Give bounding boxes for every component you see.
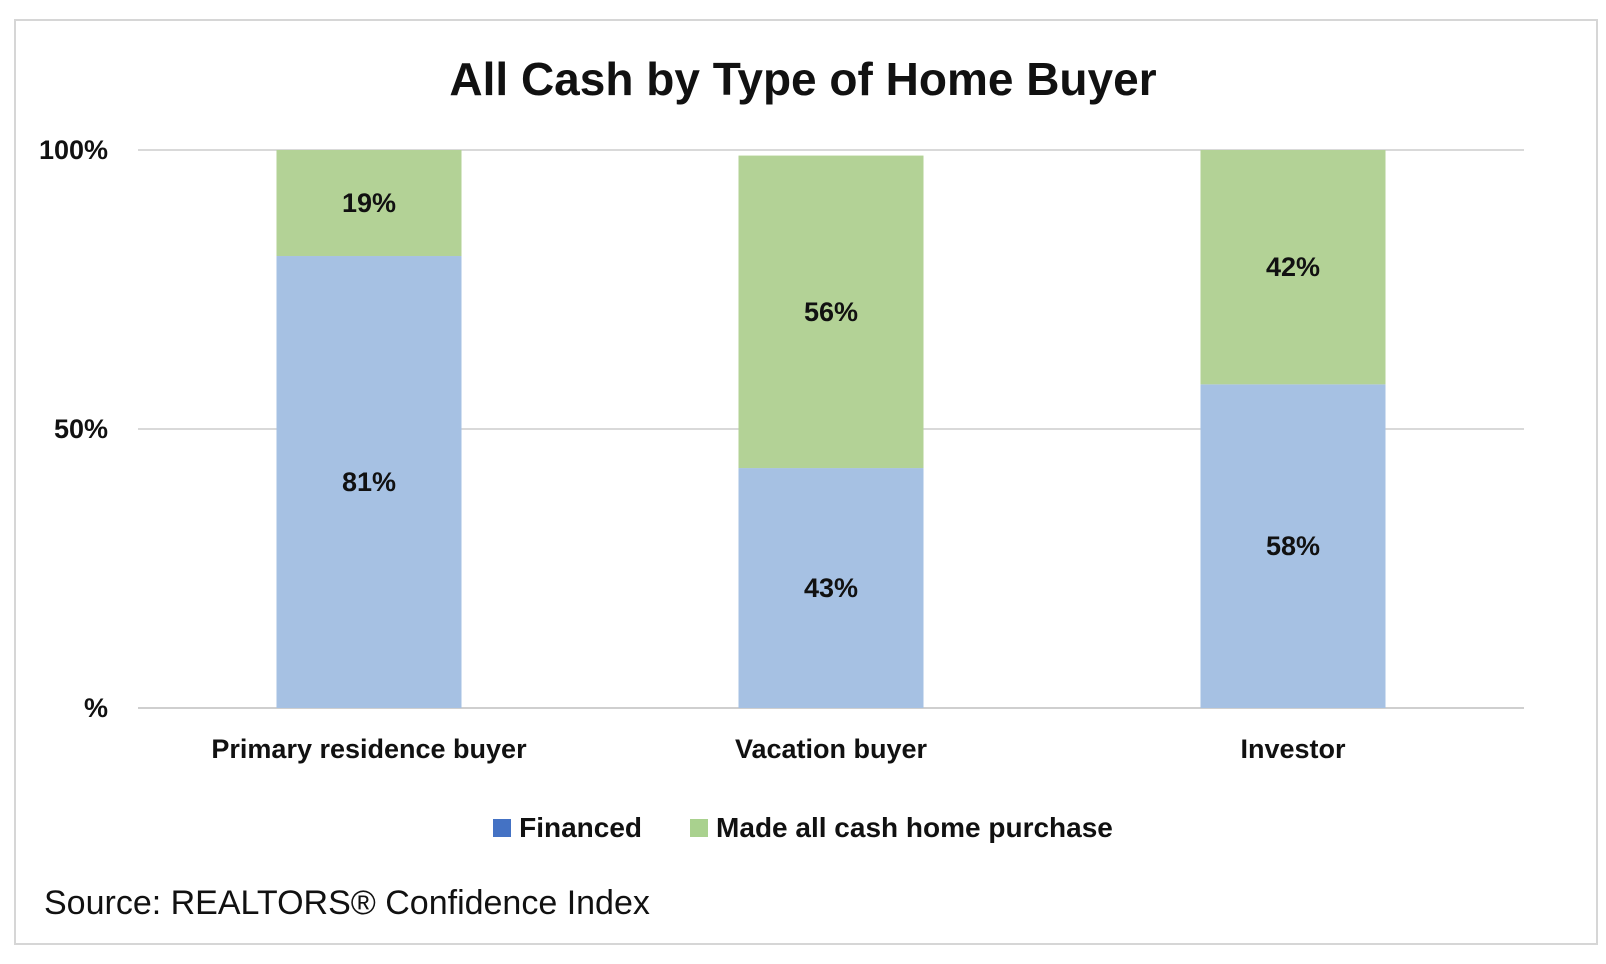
data-labels: 81% 19% 43% 56% 58% 42% [342,188,1320,603]
bar-cash [738,155,924,469]
legend-swatch-cash [690,819,709,837]
legend: Financed Made all cash home purchase [0,812,1606,844]
y-tick-label: 50% [54,414,108,444]
data-label: 42% [1266,252,1320,282]
data-label: 56% [804,297,858,327]
x-tick-label: Vacation buyer [735,734,928,764]
legend-item-cash: Made all cash home purchase [690,812,1113,844]
source-note: Source: REALTORS® Confidence Index [44,884,650,922]
x-tick-label: Primary residence buyer [211,734,527,764]
legend-item-financed: Financed [493,812,642,844]
data-label: 19% [342,188,396,218]
legend-label-financed: Financed [519,812,643,843]
bars [276,150,1386,708]
bar-financed [738,468,924,708]
x-tick-label: Investor [1240,734,1346,764]
data-label: 58% [1266,531,1320,561]
legend-swatch-financed [493,819,512,837]
data-label: 81% [342,467,396,497]
legend-label-cash: Made all cash home purchase [716,812,1113,843]
bar-financed [276,256,462,708]
data-label: 43% [804,573,858,603]
bar-financed [1200,384,1386,708]
bar-cash [276,150,462,257]
axes: % 50% 100% Primary residence buyer Vacation … [39,135,1346,764]
y-tick-label: 100% [39,135,108,165]
chart-title: All Cash by Type of Home Buyer [449,53,1157,105]
bar-cash [1200,150,1386,385]
y-tick-label: % [84,693,108,723]
